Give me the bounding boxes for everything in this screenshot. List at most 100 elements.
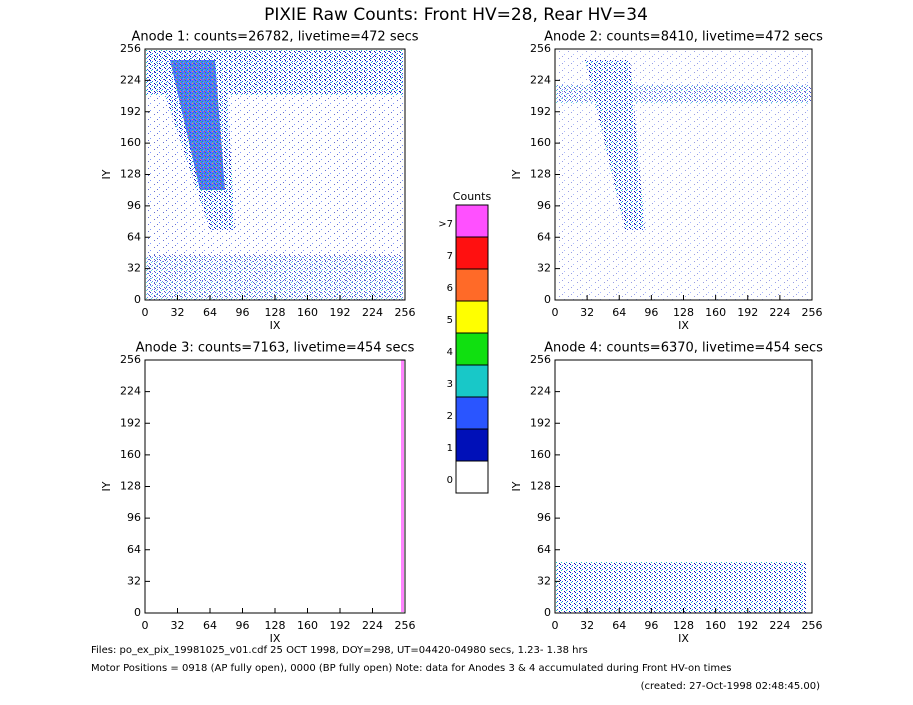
y-axis-label: IY — [100, 481, 113, 491]
x-tick-label: 192 — [330, 306, 351, 319]
colorbar-swatch — [455, 428, 489, 462]
y-tick-label: 96 — [127, 199, 141, 212]
x-tick-label: 256 — [802, 306, 823, 319]
x-tick-label: 32 — [580, 306, 594, 319]
y-tick-label: 256 — [120, 42, 141, 55]
y-tick-label: 96 — [537, 511, 551, 524]
x-tick-label: 192 — [737, 619, 758, 632]
x-tick-label: 256 — [395, 619, 416, 632]
count-dots — [146, 50, 811, 613]
colorbar-title: Counts — [453, 190, 492, 203]
y-tick-label: 128 — [530, 480, 551, 493]
y-tick-label: 64 — [537, 543, 551, 556]
panel-title: Anode 3: counts=7163, livetime=454 secs — [136, 341, 415, 356]
colorbar-swatch — [455, 300, 489, 334]
x-tick-label: 224 — [769, 619, 790, 632]
x-tick-label: 64 — [612, 306, 626, 319]
y-tick-label: 128 — [530, 168, 551, 181]
y-tick-label: 192 — [120, 416, 141, 429]
colorbar-label: 6 — [447, 283, 453, 294]
y-tick-label: 96 — [537, 199, 551, 212]
x-tick-label: 64 — [612, 619, 626, 632]
y-tick-label: 256 — [530, 353, 551, 366]
x-tick-label: 192 — [737, 306, 758, 319]
x-tick-label: 128 — [673, 306, 694, 319]
colorbar-swatch — [455, 364, 489, 398]
x-tick-label: 160 — [705, 619, 726, 632]
x-tick-label: 0 — [552, 306, 559, 319]
y-axis-label: IY — [100, 169, 113, 179]
y-tick-label: 192 — [530, 105, 551, 118]
panel-title: Anode 2: counts=8410, livetime=472 secs — [544, 30, 823, 45]
panel-title: Anode 1: counts=26782, livetime=472 secs — [131, 30, 418, 45]
y-axis-label: IY — [510, 481, 523, 491]
y-tick-label: 64 — [127, 230, 141, 243]
x-tick-label: 64 — [203, 306, 217, 319]
x-tick-label: 96 — [236, 619, 250, 632]
footer-line: Files: po_ex_pix_19981025_v01.cdf 25 OCT… — [91, 645, 588, 656]
x-tick-label: 0 — [552, 619, 559, 632]
x-axis-label: IX — [270, 632, 281, 645]
y-tick-label: 0 — [134, 606, 141, 619]
y-axis-label: IY — [510, 169, 523, 179]
y-tick-label: 128 — [120, 480, 141, 493]
x-axis-label: IX — [678, 632, 689, 645]
x-tick-label: 32 — [580, 619, 594, 632]
colorbar-swatch — [455, 396, 489, 430]
x-tick-label: 192 — [330, 619, 351, 632]
colorbar-label: 3 — [447, 379, 453, 390]
y-tick-label: 32 — [537, 574, 551, 587]
y-tick-label: 224 — [530, 73, 551, 86]
y-tick-label: 64 — [127, 543, 141, 556]
x-axis-label: IX — [678, 319, 689, 332]
colorbar-swatch — [455, 332, 489, 366]
x-tick-label: 0 — [142, 306, 149, 319]
x-tick-label: 64 — [203, 619, 217, 632]
y-tick-label: 160 — [530, 448, 551, 461]
x-tick-label: 256 — [395, 306, 416, 319]
y-tick-label: 256 — [120, 353, 141, 366]
footer-line: (created: 27-Oct-1998 02:48:45.00) — [641, 681, 820, 692]
colorbar-label: 0 — [447, 475, 453, 486]
y-tick-label: 32 — [127, 262, 141, 275]
y-tick-label: 0 — [134, 293, 141, 306]
y-tick-label: 224 — [120, 73, 141, 86]
y-tick-label: 160 — [530, 136, 551, 149]
x-tick-label: 128 — [265, 619, 286, 632]
y-tick-label: 128 — [120, 168, 141, 181]
y-tick-label: 32 — [537, 262, 551, 275]
x-tick-label: 224 — [362, 306, 383, 319]
x-tick-label: 96 — [644, 306, 658, 319]
y-tick-label: 224 — [120, 385, 141, 398]
panel-title: Anode 4: counts=6370, livetime=454 secs — [544, 341, 823, 356]
colorbar-label: 5 — [447, 315, 453, 326]
x-tick-label: 160 — [297, 619, 318, 632]
colorbar-label: 1 — [447, 443, 453, 454]
colorbar-swatch — [455, 460, 489, 494]
colorbar-label: >7 — [438, 219, 453, 230]
x-tick-label: 32 — [171, 619, 185, 632]
y-tick-label: 256 — [530, 42, 551, 55]
x-tick-label: 32 — [171, 306, 185, 319]
y-tick-label: 64 — [537, 230, 551, 243]
colorbar-swatch — [455, 268, 489, 302]
y-tick-label: 192 — [120, 105, 141, 118]
x-axis-label: IX — [270, 319, 281, 332]
colorbar-label: 4 — [447, 347, 453, 358]
x-tick-label: 256 — [802, 619, 823, 632]
y-tick-label: 192 — [530, 416, 551, 429]
y-tick-label: 160 — [120, 136, 141, 149]
x-tick-label: 224 — [769, 306, 790, 319]
x-tick-label: 224 — [362, 619, 383, 632]
y-tick-label: 32 — [127, 574, 141, 587]
main-title: PIXIE Raw Counts: Front HV=28, Rear HV=3… — [264, 5, 648, 25]
y-tick-label: 160 — [120, 448, 141, 461]
x-tick-label: 128 — [265, 306, 286, 319]
x-tick-label: 0 — [142, 619, 149, 632]
x-tick-label: 96 — [236, 306, 250, 319]
colorbar-label: 2 — [447, 411, 453, 422]
footer-line: Motor Positions = 0918 (AP fully open), … — [91, 663, 731, 674]
plot-frame — [144, 359, 406, 614]
